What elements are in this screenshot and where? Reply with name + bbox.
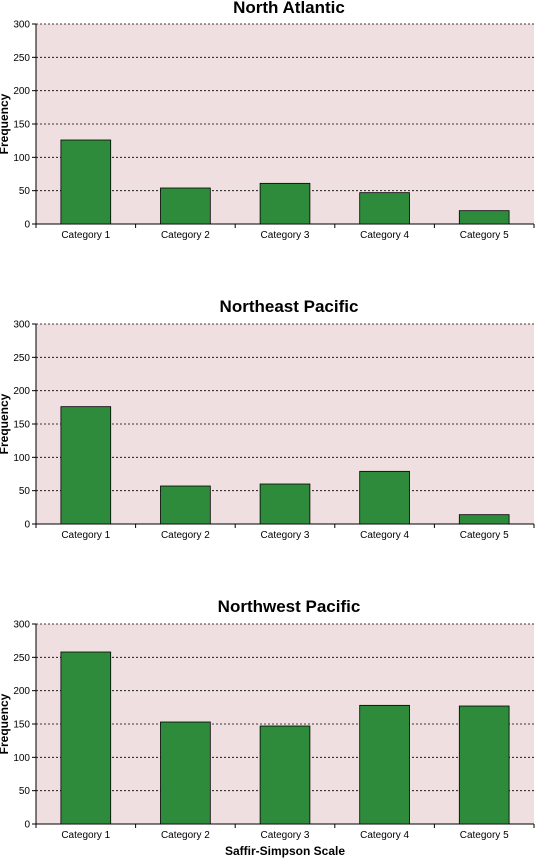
y-tick-label: 100 (13, 453, 30, 464)
bar (259, 725, 311, 825)
x-tick-label: Category 4 (360, 530, 409, 541)
chart-panel: Northeast Pacific 0 50 100 150 200 250 300 Frequ… (0, 297, 535, 541)
y-axis-label: Frequency (0, 93, 11, 154)
bar (259, 483, 311, 525)
x-tick-label: Category 5 (460, 530, 509, 541)
y-tick-label: 0 (24, 220, 30, 231)
y-tick-label: 150 (13, 120, 30, 131)
y-tick-label: 200 (13, 686, 30, 697)
x-tick-label: Category 1 (61, 830, 110, 841)
bar (259, 182, 311, 225)
y-tick-label: 200 (13, 386, 30, 397)
bar (60, 406, 112, 525)
y-tick-label: 50 (19, 486, 31, 497)
bar (458, 210, 510, 225)
bar (359, 192, 410, 225)
bar (458, 705, 510, 825)
y-tick-label: 300 (13, 320, 30, 331)
x-tick-label: Category 5 (460, 230, 509, 241)
x-axis-label: Saffir-Simpson Scale (225, 844, 345, 858)
y-axis-label: Frequency (0, 693, 11, 754)
x-tick-label: Category 2 (161, 230, 210, 241)
chart-title: Northwest Pacific (218, 597, 361, 616)
y-tick-label: 50 (19, 186, 31, 197)
bar (160, 485, 211, 525)
x-tick-label: Category 1 (61, 230, 110, 241)
x-tick-label: Category 3 (261, 830, 310, 841)
y-tick-label: 250 (13, 353, 30, 364)
bar (160, 187, 211, 225)
x-tick-label: Category 2 (161, 830, 210, 841)
y-tick-label: 100 (13, 753, 30, 764)
bar (359, 704, 410, 825)
y-tick-label: 0 (24, 820, 30, 831)
chart-title: Northeast Pacific (220, 297, 359, 316)
chart-panel: North Atlantic 0 50 100 150 200 250 300 Frequenc… (0, 0, 535, 241)
x-tick-label: Category 5 (460, 830, 509, 841)
x-tick-label: Category 1 (61, 530, 110, 541)
y-tick-label: 0 (24, 520, 30, 531)
x-tick-label: Category 3 (261, 530, 310, 541)
x-tick-label: Category 4 (360, 830, 409, 841)
chart-title: North Atlantic (233, 0, 345, 17)
y-tick-label: 50 (19, 786, 31, 797)
bar (359, 470, 410, 525)
x-tick-label: Category 3 (261, 230, 310, 241)
x-tick-label: Category 2 (161, 530, 210, 541)
y-tick-label: 300 (13, 620, 30, 631)
chart-panel: Northwest Pacific 0 50 100 150 200 250 300 Frequ… (0, 597, 535, 858)
y-tick-label: 150 (13, 420, 30, 431)
bar (60, 139, 112, 225)
y-tick-label: 300 (13, 20, 30, 31)
y-tick-label: 250 (13, 53, 30, 64)
y-tick-label: 200 (13, 86, 30, 97)
bar (160, 721, 211, 825)
y-tick-label: 250 (13, 653, 30, 664)
y-axis-label: Frequency (0, 393, 11, 454)
bar (60, 651, 112, 825)
y-tick-label: 100 (13, 153, 30, 164)
x-tick-label: Category 4 (360, 230, 409, 241)
bar (458, 514, 510, 525)
y-tick-label: 150 (13, 720, 30, 731)
